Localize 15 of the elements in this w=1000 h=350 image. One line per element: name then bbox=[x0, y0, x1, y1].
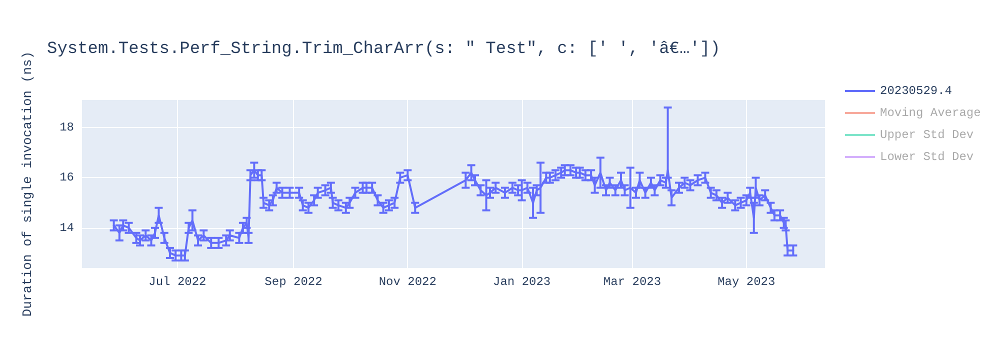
y-tick-label: 14 bbox=[60, 220, 74, 235]
x-tick-label: Jul 2022 bbox=[148, 275, 206, 289]
legend-label: Lower Std Dev bbox=[880, 150, 974, 164]
x-tick-label: May 2023 bbox=[718, 275, 776, 289]
y-axis-title: Duration of single invocation (ns) bbox=[20, 51, 35, 317]
legend-label: Moving Average bbox=[880, 106, 981, 120]
y-tick-label: 18 bbox=[60, 120, 74, 135]
x-tick-label: Nov 2022 bbox=[378, 275, 436, 289]
chart-title: System.Tests.Perf_String.Trim_CharArr(s: " Test", c: [' ', 'â€…']) bbox=[47, 40, 720, 59]
x-tick-label: Sep 2022 bbox=[264, 275, 322, 289]
y-tick-label: 16 bbox=[60, 170, 74, 185]
x-tick-label: Mar 2023 bbox=[603, 275, 662, 289]
x-tick-label: Jan 2023 bbox=[493, 275, 551, 289]
legend-label: Upper Std Dev bbox=[880, 128, 974, 142]
legend-label: 20230529.4 bbox=[880, 84, 952, 98]
